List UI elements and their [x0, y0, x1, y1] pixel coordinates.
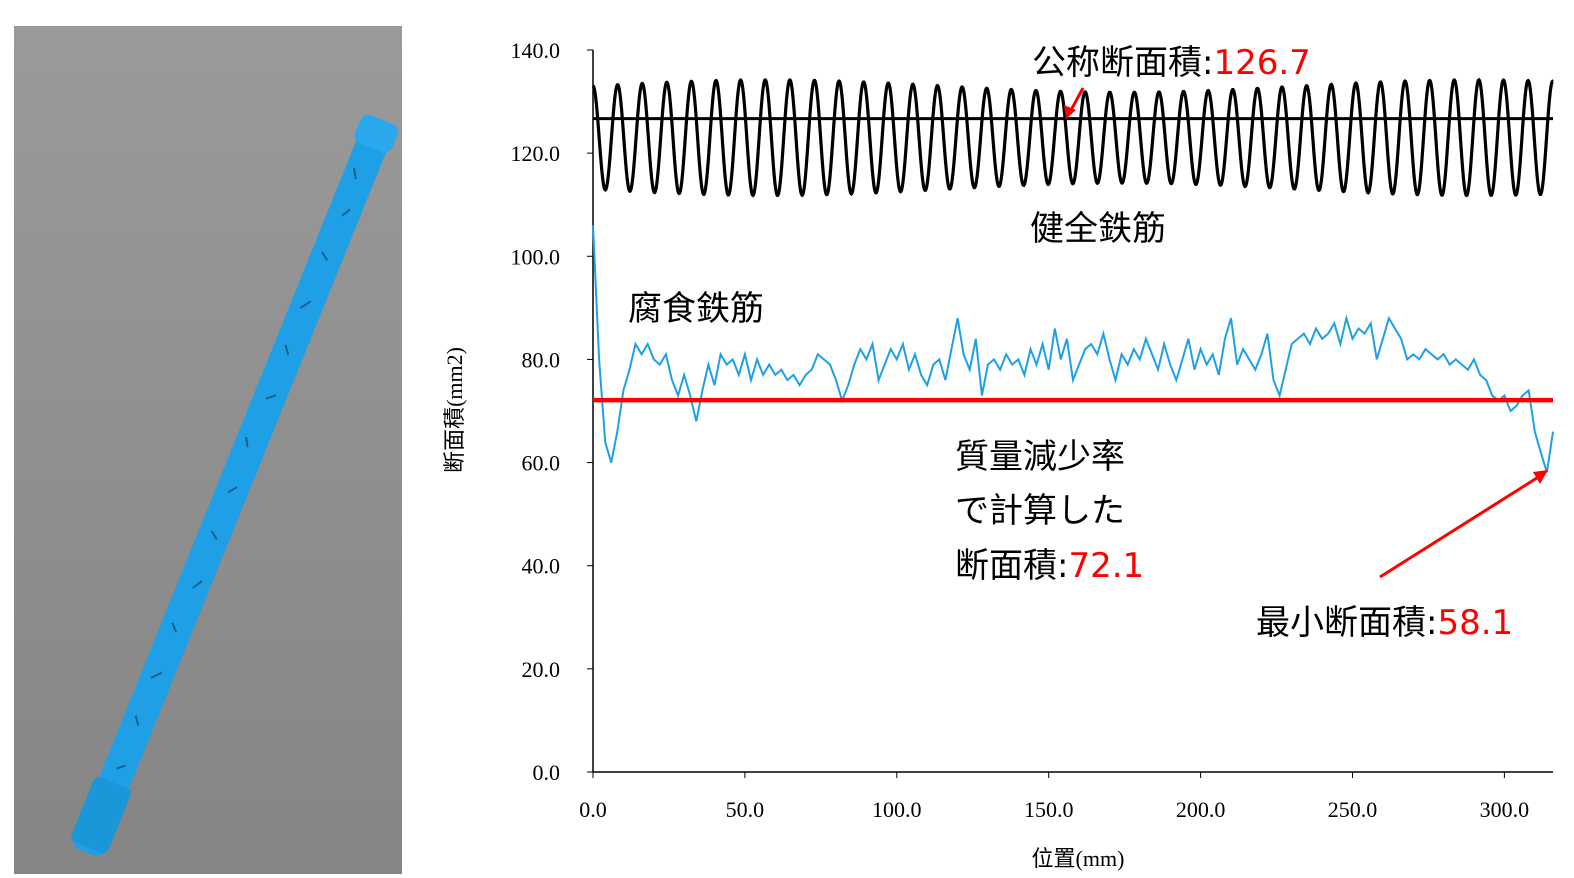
chart-series — [591, 77, 1554, 473]
healthy-rebar-series — [591, 77, 1554, 198]
corroded-rebar-label: 腐食鉄筋 — [628, 289, 764, 329]
y-tick-label: 120.0 — [511, 141, 561, 166]
healthy-rebar-label: 健全鉄筋 — [1030, 209, 1166, 249]
y-tick-label: 20.0 — [522, 657, 561, 682]
minimum-arrow — [1379, 470, 1548, 579]
x-tick-label: 50.0 — [726, 797, 765, 822]
x-tick-label: 150.0 — [1024, 797, 1074, 822]
mass-loss-annotation-line2: で計算した — [955, 491, 1125, 531]
x-tick-label: 250.0 — [1328, 797, 1378, 822]
x-tick-label: 300.0 — [1480, 797, 1530, 822]
nominal-area-annotation: 公称断面積:126.7 — [1032, 43, 1311, 83]
mass-loss-annotation-line3: 断面積:72.1 — [955, 546, 1144, 586]
x-tick-label: 200.0 — [1176, 797, 1226, 822]
y-axis-label: 断面積(mm2) — [442, 347, 467, 473]
x-axis-label: 位置(mm) — [1032, 846, 1125, 871]
x-tick-label: 100.0 — [872, 797, 922, 822]
y-tick-label: 40.0 — [522, 554, 561, 579]
y-tick-label: 0.0 — [533, 760, 561, 785]
rebar-scan-icon — [14, 26, 402, 874]
corroded-rebar-series — [592, 225, 1554, 473]
y-tick-label: 140.0 — [511, 38, 561, 63]
y-tick-label: 60.0 — [522, 451, 561, 476]
x-tick-label: 0.0 — [579, 797, 607, 822]
chart-ticks: 0.0 50.0 100.0 150.0 200.0 250.0 300.0 0.0 20.0 4… — [511, 38, 1530, 822]
chart-axes — [592, 50, 1553, 773]
minimum-area-annotation: 最小断面積:58.1 — [1256, 603, 1513, 643]
nominal-arrow — [1064, 87, 1085, 119]
mass-loss-annotation-line1: 質量減少率 — [955, 437, 1125, 477]
y-tick-label: 80.0 — [522, 347, 561, 372]
y-tick-label: 100.0 — [511, 244, 561, 269]
rebar-scan-image — [14, 26, 402, 874]
